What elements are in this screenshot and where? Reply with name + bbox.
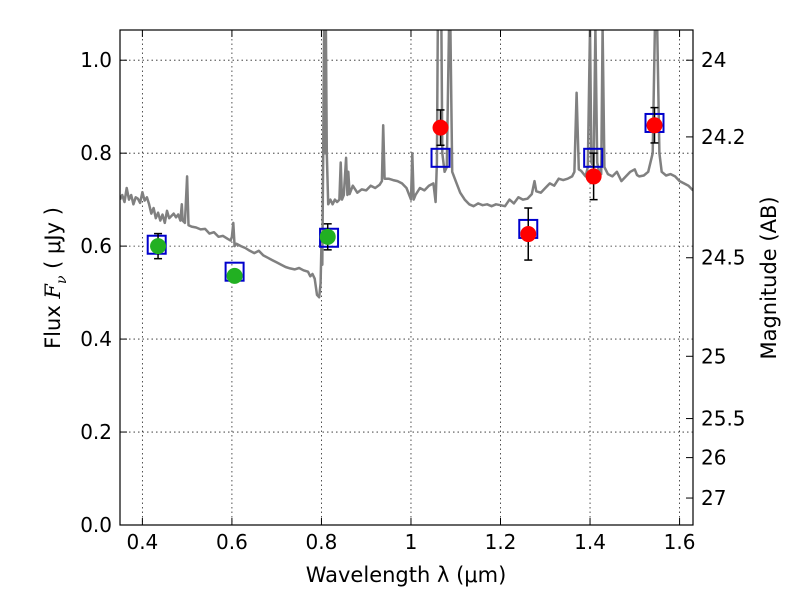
optical-data-point <box>150 238 167 255</box>
x-tick-label: 0.8 <box>306 530 338 554</box>
right-tick-label: 24.2 <box>701 125 746 149</box>
spectrum-layer <box>120 30 693 299</box>
right-tick-label: 26 <box>701 446 726 470</box>
y-tick-label: 0.6 <box>80 234 112 258</box>
right-tick-label: 27 <box>701 486 726 510</box>
ir-data-point <box>432 119 449 136</box>
optical-data-point <box>319 228 336 245</box>
spectrum-line <box>120 30 693 299</box>
x-tick-label: 1 <box>405 530 418 554</box>
x-axis-label: Wavelength λ (μm) <box>306 563 507 587</box>
x-tick-label: 1.2 <box>485 530 517 554</box>
y-tick-label: 0.0 <box>80 513 112 537</box>
y-tick-label: 1.0 <box>80 48 112 72</box>
ir-data-point <box>520 226 537 243</box>
ir-data-point <box>585 168 602 185</box>
marker-layer <box>146 106 665 284</box>
tick-marks: 0.4 0.6 0.8 1 1.2 1.4 1.6 0.0 0.2 0.4 0.6 0.8 1.0 24 2… <box>80 30 746 554</box>
x-tick-label: 0.6 <box>216 530 248 554</box>
right-tick-label: 25 <box>701 344 726 368</box>
plot-frame <box>119 29 694 526</box>
x-tick-label: 1.6 <box>664 530 696 554</box>
y-axis-label: Flux Fν ( μJy ) <box>41 207 70 349</box>
x-tick-label: 1.4 <box>574 530 606 554</box>
ir-data-point <box>646 117 663 134</box>
y-tick-label: 0.4 <box>80 327 112 351</box>
y-tick-label: 0.8 <box>80 141 112 165</box>
y-axis-right-label: Magnitude (AB) <box>757 196 781 359</box>
right-tick-label: 24 <box>701 48 726 72</box>
grid-lines <box>120 30 693 526</box>
x-tick-label: 0.4 <box>126 530 158 554</box>
right-tick-label: 25.5 <box>701 407 746 431</box>
y-tick-label: 0.2 <box>80 420 112 444</box>
right-tick-label: 24.5 <box>701 246 746 270</box>
model-flux-square <box>430 147 451 168</box>
optical-data-point <box>226 267 243 284</box>
